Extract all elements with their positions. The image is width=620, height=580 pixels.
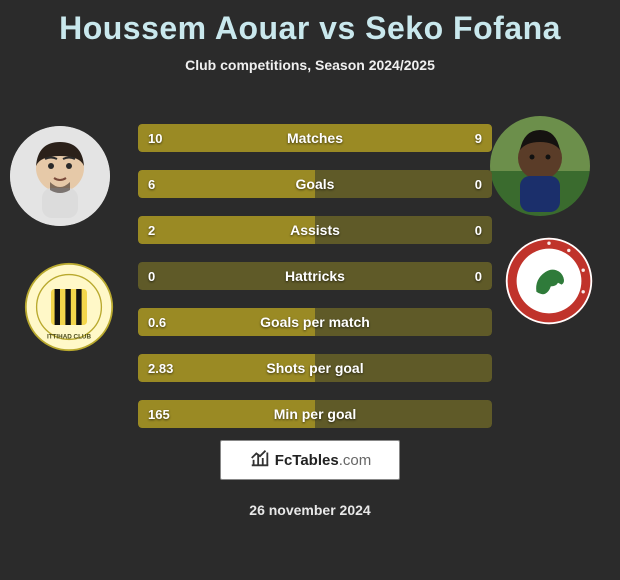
stat-row: Goals6 0 <box>138 170 492 198</box>
branding-box: FcTables.com <box>220 440 400 480</box>
stat-value-left: 0.6 <box>148 308 166 336</box>
branding-label: FcTables <box>275 452 339 469</box>
player1-club-badge: ITTIHAD CLUB <box>24 262 114 352</box>
stat-value-left: 2.83 <box>148 354 173 382</box>
stat-label: Shots per goal <box>138 354 492 382</box>
stat-value-left: 2 <box>148 216 155 244</box>
stat-row: Goals per match0.6 <box>138 308 492 336</box>
stat-label: Min per goal <box>138 400 492 428</box>
comparison-title: Houssem Aouar vs Seko Fofana <box>0 0 620 47</box>
branding-domain: .com <box>339 452 372 469</box>
stats-bars: Matches109Goals60Assists20Hattricks00Goa… <box>138 124 492 446</box>
stat-label: Goals per match <box>138 308 492 336</box>
player2-club-badge <box>504 236 594 326</box>
stat-value-right: 0 <box>475 216 482 244</box>
stat-row: Matches10 9 <box>138 124 492 152</box>
stat-value-right: 9 <box>475 124 482 152</box>
stat-label: Goals <box>138 170 492 198</box>
stat-row: Hattricks0 0 <box>138 262 492 290</box>
svg-text:ITTIHAD CLUB: ITTIHAD CLUB <box>47 334 92 341</box>
player1-name: Houssem Aouar <box>59 10 310 46</box>
stat-value-right: 0 <box>475 262 482 290</box>
stat-value-left: 10 <box>148 124 162 152</box>
stat-value-left: 0 <box>148 262 155 290</box>
subtitle: Club competitions, Season 2024/2025 <box>0 57 620 73</box>
player2-name: Seko Fofana <box>365 10 561 46</box>
branding-text: FcTables.com <box>275 452 371 469</box>
stat-row: Min per goal165 <box>138 400 492 428</box>
stat-value-left: 6 <box>148 170 155 198</box>
chart-icon <box>249 447 271 474</box>
player1-avatar <box>10 126 110 226</box>
stat-row: Shots per goal2.83 <box>138 354 492 382</box>
stat-label: Assists <box>138 216 492 244</box>
stat-value-left: 165 <box>148 400 170 428</box>
stat-label: Hattricks <box>138 262 492 290</box>
stat-row: Assists2 0 <box>138 216 492 244</box>
stat-value-right: 0 <box>475 170 482 198</box>
stat-label: Matches <box>138 124 492 152</box>
vs-label: vs <box>319 10 356 46</box>
player2-avatar <box>490 116 590 216</box>
date-label: 26 november 2024 <box>0 502 620 518</box>
